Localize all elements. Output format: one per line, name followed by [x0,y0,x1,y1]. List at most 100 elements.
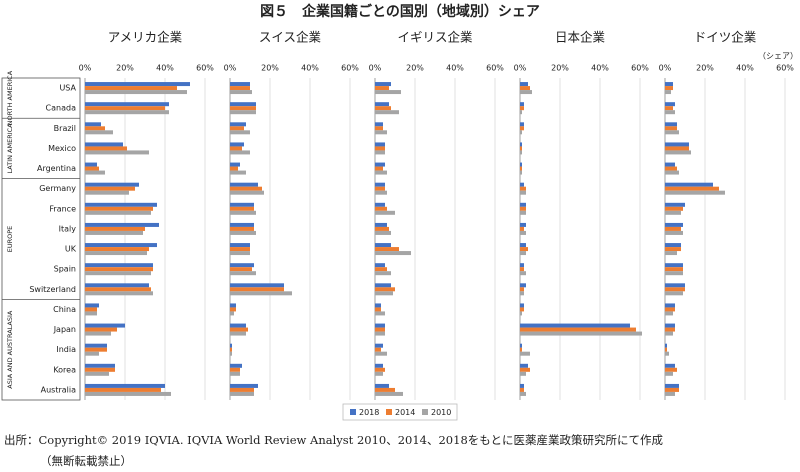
bar [375,190,387,195]
bar [230,243,250,248]
bar [85,146,127,151]
x-tick-label: 0% [514,64,527,73]
bar [230,287,284,292]
bar [520,210,526,215]
bar [85,230,143,235]
category-label: Brazil [54,124,76,133]
category-label: Switzerland [29,285,76,294]
x-tick-label: 20% [261,64,279,73]
legend-label: 2010 [431,408,451,417]
bar [230,206,254,211]
panel-title: アメリカ企業 [108,30,183,45]
bar [520,271,526,276]
bar [230,323,246,328]
bar [230,367,240,372]
bar [85,291,153,296]
bar [520,311,522,316]
bar [85,343,107,348]
bar [665,226,681,231]
bar [665,351,669,356]
bar [375,291,393,296]
category-label: UK [65,245,77,254]
bar [230,371,240,376]
bar [230,202,254,207]
bar [375,186,385,191]
bar [520,82,528,87]
bar [520,263,524,268]
bar [520,126,524,131]
bar [520,150,522,155]
bar [230,110,256,115]
bar [230,122,246,127]
bar [230,106,256,111]
bar [665,190,725,195]
bar [665,291,683,296]
category-label: France [49,204,76,213]
bar [230,347,232,352]
bar [375,122,383,127]
x-tick-label: 0% [659,64,672,73]
bar [665,391,675,396]
legend-swatch [350,409,356,415]
bar [85,126,105,131]
bar [375,243,391,248]
bar [375,82,391,87]
bar [230,150,250,155]
bar [230,303,236,308]
category-label: USA [59,84,76,93]
bar [520,247,528,252]
x-tick-label: 60% [776,64,794,73]
bar [230,162,240,167]
bar [230,343,232,348]
bar [665,247,681,252]
bar [665,102,675,107]
bar [85,347,107,352]
bar [375,162,385,167]
bar [665,106,673,111]
bar [375,106,391,111]
bar [375,303,381,308]
bar [85,263,153,268]
bar [665,182,713,187]
x-tick-label: 0% [79,64,92,73]
bar [665,287,685,292]
bar [230,226,254,231]
bar [520,251,526,256]
bar [665,230,683,235]
bar [230,267,252,272]
bar [375,267,387,272]
legend-label: 2018 [359,408,379,417]
bar [85,102,169,107]
bar [520,287,524,292]
bar [230,307,236,312]
panel-title: イギリス企業 [397,30,473,45]
bar [375,283,391,288]
bar [230,190,264,195]
bar [85,110,169,115]
bar [375,371,383,376]
bar [665,202,685,207]
category-label: Italy [59,224,77,233]
x-tick-label: 40% [446,64,464,73]
bar [375,226,389,231]
legend-swatch [422,409,428,415]
bar [520,190,526,195]
category-label: Korea [53,365,76,374]
bar [230,82,250,87]
category-label: Australia [41,385,76,394]
bar [230,327,248,332]
bar [520,170,522,175]
bar [520,307,524,312]
legend-swatch [386,409,392,415]
region-label: LATIN AMERICA [6,123,14,174]
bar [665,331,673,336]
category-label: Japan [53,325,76,334]
bar [230,186,262,191]
bar [665,122,677,127]
x-tick-label: 40% [591,64,609,73]
bar [85,186,135,191]
bar [375,251,411,256]
legend-frame [342,403,458,421]
bar [520,202,526,207]
bar [230,387,254,392]
